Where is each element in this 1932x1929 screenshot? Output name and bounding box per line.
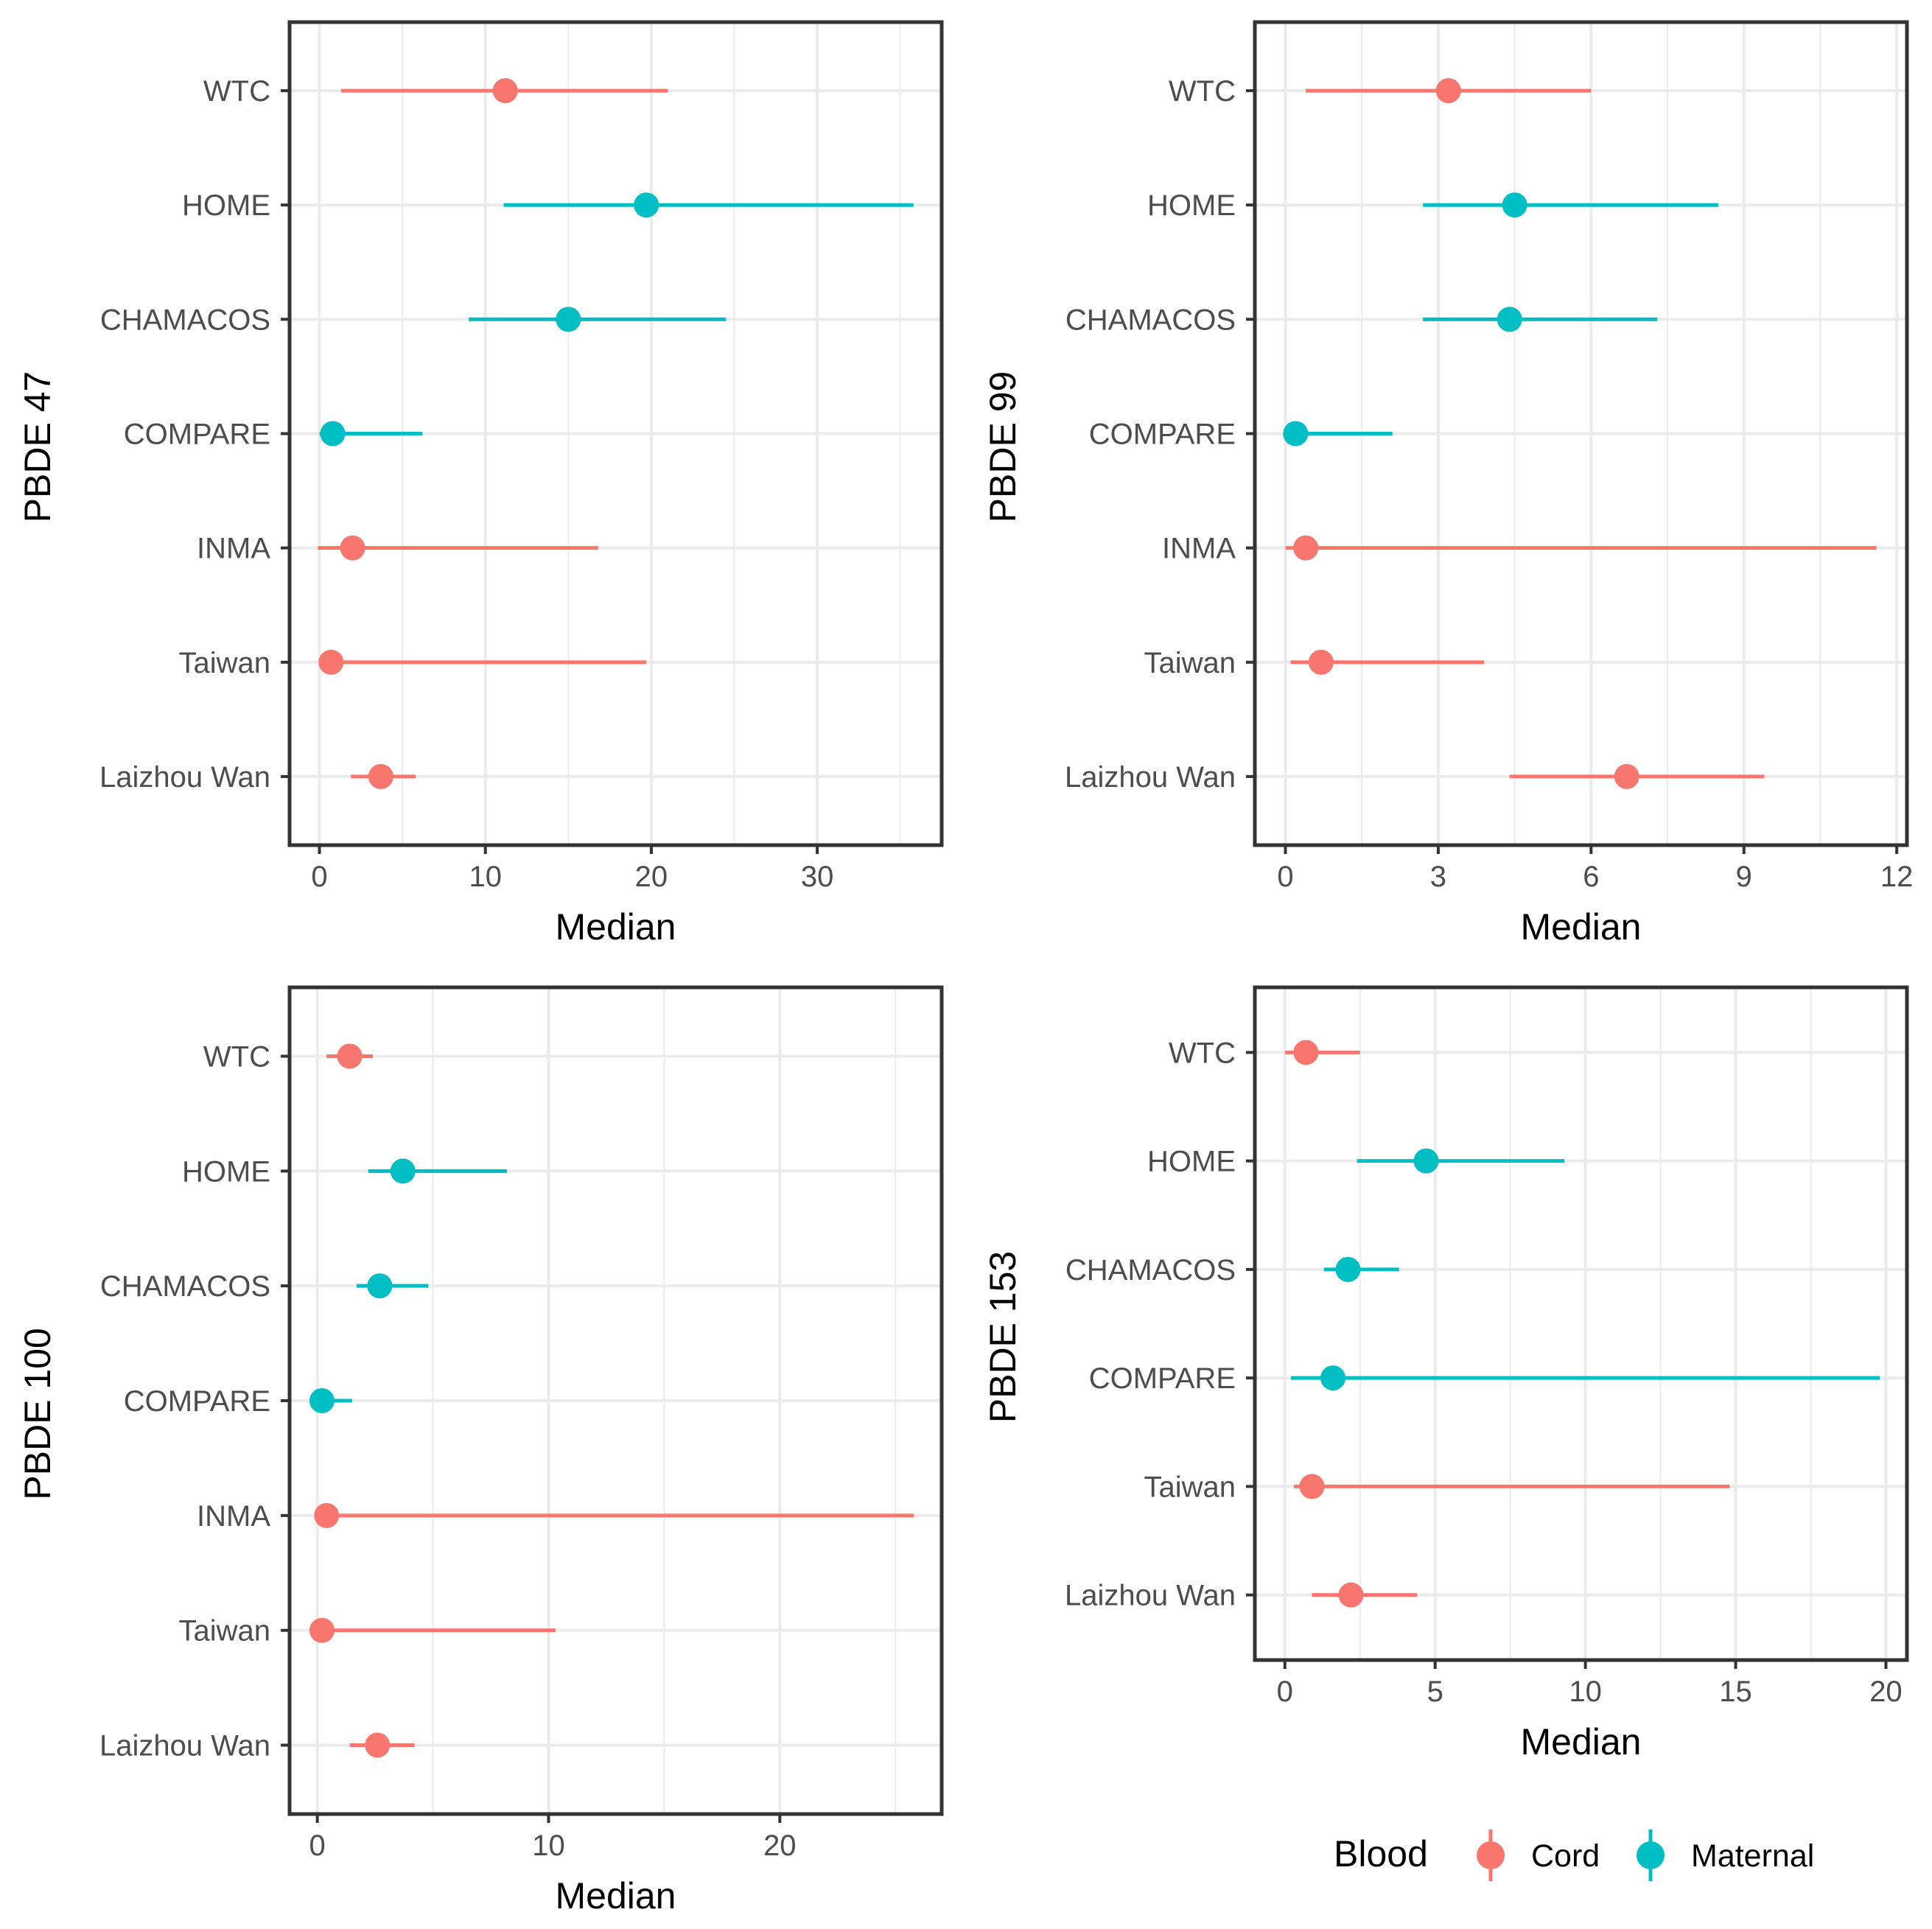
x-tick-label-0: 0	[311, 861, 327, 893]
panel-border	[1253, 985, 1909, 1662]
median-point-taiwan-cord	[318, 649, 344, 675]
x-tick-label-20: 20	[635, 861, 668, 893]
x-axis-title: Median	[556, 1875, 676, 1916]
median-point-laizhou-wan-cord	[1614, 763, 1639, 789]
y-tick-label-compare: COMPARE	[1089, 1362, 1236, 1395]
median-point-compare-maternal	[1283, 421, 1309, 447]
median-point-inma-cord	[1293, 535, 1319, 561]
x-tick-label-10: 10	[1569, 1676, 1602, 1708]
panel-background	[1255, 987, 1907, 1660]
y-tick-label-home: HOME	[1147, 1146, 1236, 1178]
median-point-home-maternal	[634, 192, 659, 218]
median-point-chamacos-maternal	[367, 1273, 393, 1299]
y-axis-title-pbde-100: PBDE 100	[17, 1328, 58, 1499]
x-tick-label-10: 10	[469, 861, 502, 893]
median-point-wtc-cord	[492, 78, 518, 104]
panel-pbde-100: WTC HOME CHAMACOS COMPARE INMA Taiwan Laizhou …	[17, 985, 944, 1916]
y-tick-label-laizhou-wan: Laizhou Wan	[99, 1730, 270, 1762]
x-tick-label-0: 0	[309, 1830, 326, 1862]
y-tick-label-inma: INMA	[197, 1500, 270, 1533]
panels-group: WTC HOME CHAMACOS COMPARE INMA Taiwan Laizhou …	[17, 20, 1914, 1916]
y-tick-label-wtc: WTC	[1169, 75, 1236, 108]
panel-pbde-153: WTC HOME CHAMACOS COMPARE Taiwan Laizhou Wan 0…	[982, 985, 1909, 1762]
median-point-chamacos-maternal	[556, 307, 581, 332]
median-point-compare-maternal	[320, 421, 346, 447]
median-point-wtc-cord	[1435, 78, 1461, 104]
y-tick-label-home: HOME	[182, 189, 270, 222]
y-tick-label-home: HOME	[182, 1155, 270, 1188]
y-axis-title-pbde-47: PBDE 47	[17, 371, 58, 523]
x-tick-label-20: 20	[1869, 1676, 1903, 1708]
y-tick-label-inma: INMA	[197, 533, 270, 565]
legend-label-maternal: Maternal	[1691, 1838, 1814, 1874]
median-point-wtc-cord	[337, 1043, 363, 1069]
median-point-chamacos-maternal	[1335, 1256, 1361, 1282]
median-point-home-maternal	[1413, 1148, 1439, 1174]
median-point-chamacos-maternal	[1497, 307, 1522, 332]
x-tick-label-9: 9	[1736, 861, 1752, 893]
y-axis-title-pbde-153: PBDE 153	[982, 1251, 1023, 1423]
median-point-taiwan-cord	[1308, 649, 1334, 675]
y-tick-label-compare: COMPARE	[1089, 419, 1236, 451]
y-tick-label-compare: COMPARE	[124, 1385, 270, 1418]
y-tick-label-inma: INMA	[1162, 533, 1236, 565]
y-tick-label-taiwan: Taiwan	[1144, 647, 1236, 679]
legend-title: Blood	[1334, 1833, 1428, 1874]
x-tick-label-5: 5	[1427, 1676, 1443, 1708]
legend-key-maternal	[1637, 1830, 1665, 1881]
y-tick-label-chamacos: CHAMACOS	[1065, 1254, 1236, 1286]
median-point-compare-maternal	[309, 1388, 335, 1413]
median-point-taiwan-cord	[309, 1617, 335, 1643]
x-tick-label-3: 3	[1430, 861, 1446, 893]
panel-pbde-99: WTC HOME CHAMACOS COMPARE INMA Taiwan Laizhou …	[982, 20, 1914, 948]
median-point-home-maternal	[390, 1158, 416, 1184]
y-tick-label-chamacos: CHAMACOS	[100, 304, 270, 336]
x-axis-title: Median	[1521, 1721, 1642, 1762]
x-tick-label-12: 12	[1880, 861, 1914, 893]
y-tick-label-taiwan: Taiwan	[1144, 1471, 1236, 1503]
x-tick-label-15: 15	[1719, 1676, 1752, 1708]
median-point-wtc-cord	[1293, 1040, 1319, 1065]
x-axis-title: Median	[556, 906, 676, 948]
median-point-inma-cord	[340, 535, 365, 561]
legend-key-maternal-point	[1637, 1841, 1665, 1869]
median-point-home-maternal	[1502, 192, 1527, 218]
x-tick-label-30: 30	[801, 861, 834, 893]
legend: Blood Cord Maternal	[1334, 1830, 1814, 1881]
x-tick-label-6: 6	[1583, 861, 1599, 893]
median-point-compare-maternal	[1320, 1365, 1346, 1391]
y-axis-title-pbde-99: PBDE 99	[982, 371, 1023, 523]
y-tick-label-chamacos: CHAMACOS	[100, 1270, 270, 1303]
y-tick-label-taiwan: Taiwan	[178, 647, 270, 679]
y-tick-label-chamacos: CHAMACOS	[1065, 304, 1236, 336]
median-point-laizhou-wan-cord	[368, 763, 393, 789]
legend-key-cord	[1477, 1830, 1505, 1881]
median-point-taiwan-cord	[1299, 1474, 1325, 1499]
y-tick-label-laizhou-wan: Laizhou Wan	[1065, 761, 1236, 794]
x-axis-title: Median	[1521, 906, 1642, 948]
y-tick-label-home: HOME	[1147, 189, 1236, 222]
legend-key-cord-point	[1477, 1841, 1505, 1869]
y-tick-label-wtc: WTC	[203, 75, 270, 108]
x-tick-label-10: 10	[532, 1830, 565, 1862]
y-tick-label-laizhou-wan: Laizhou Wan	[1065, 1580, 1236, 1612]
median-point-inma-cord	[314, 1502, 340, 1528]
x-tick-label-20: 20	[763, 1830, 797, 1862]
legend-label-cord: Cord	[1531, 1838, 1600, 1874]
y-tick-label-wtc: WTC	[1169, 1037, 1236, 1069]
y-tick-label-wtc: WTC	[203, 1041, 270, 1074]
y-tick-label-compare: COMPARE	[124, 419, 270, 451]
median-point-laizhou-wan-cord	[1338, 1582, 1364, 1608]
x-tick-label-0: 0	[1277, 1676, 1293, 1708]
x-tick-label-0: 0	[1277, 861, 1293, 893]
y-tick-label-taiwan: Taiwan	[178, 1615, 270, 1648]
y-tick-label-laizhou-wan: Laizhou Wan	[99, 761, 270, 794]
panel-pbde-47: WTC HOME CHAMACOS COMPARE INMA Taiwan Laizhou …	[17, 20, 944, 948]
median-point-laizhou-wan-cord	[365, 1732, 391, 1758]
